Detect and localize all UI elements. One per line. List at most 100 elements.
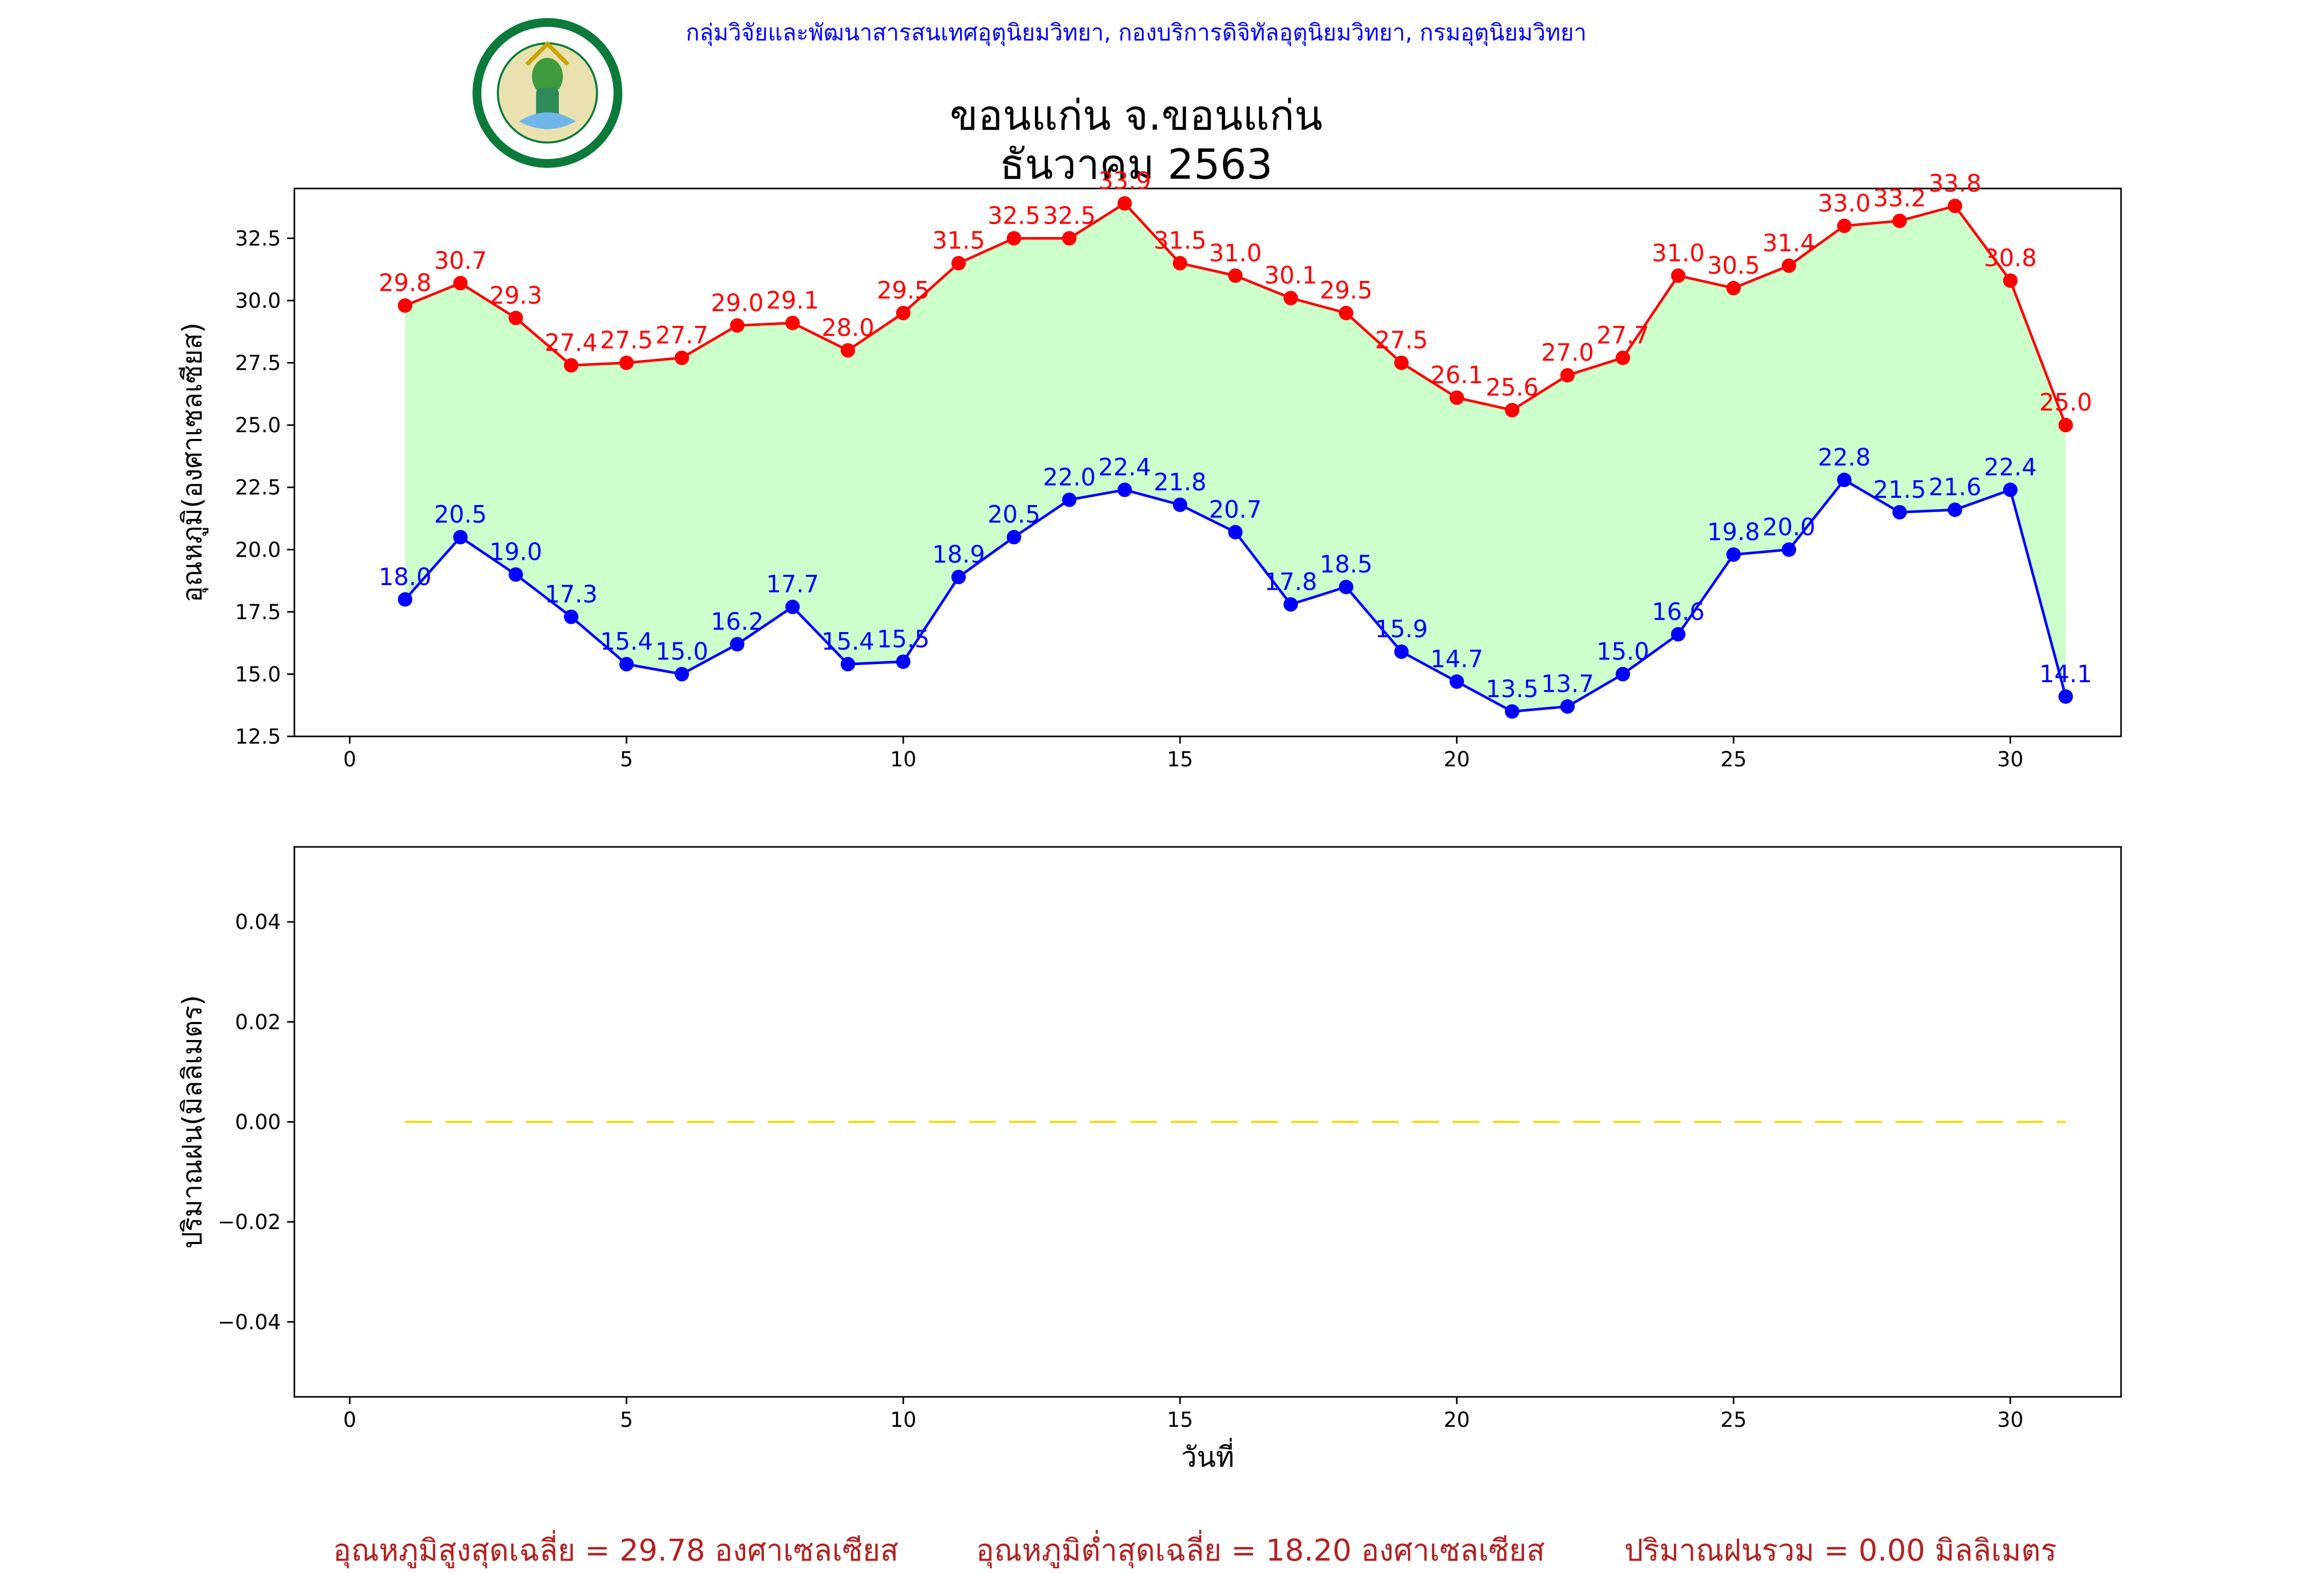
min-temp-data-label: 21.8: [1154, 468, 1206, 496]
min-temp-data-label: 18.5: [1320, 550, 1372, 578]
max-temp-data-label: 30.1: [1264, 261, 1317, 289]
max-temp-data-label: 27.5: [1375, 326, 1427, 354]
x-tick-label: 5: [620, 748, 633, 772]
max-temp-point: [785, 316, 800, 330]
min-temp-data-label: 18.0: [379, 563, 431, 591]
max-temp-data-label: 31.0: [1652, 239, 1704, 267]
y-tick-label: 0.02: [235, 1011, 281, 1034]
header-credit: กลุ่มวิจัยและพัฒนาสารสนเทศอุตุนิยมวิทยา,…: [685, 20, 1587, 46]
min-temp-data-label: 14.1: [2039, 660, 2092, 688]
max-temp-point: [1449, 390, 1464, 405]
min-temp-data-label: 20.7: [1209, 496, 1262, 524]
min-temp-point: [1172, 497, 1187, 512]
max-temp-data-label: 33.8: [1928, 169, 1981, 197]
max-temp-data-label: 32.5: [1043, 201, 1095, 229]
min-temp-data-label: 21.6: [1928, 473, 1981, 501]
min-temp-data-label: 15.9: [1375, 615, 1427, 643]
x-axis-label: วันที่: [1181, 1438, 1234, 1473]
max-temp-point: [951, 256, 966, 271]
max-temp-data-label: 27.7: [1596, 321, 1649, 349]
min-temp-point: [951, 570, 966, 585]
max-temp-point: [398, 298, 413, 313]
y-tick-label: 25.0: [235, 414, 281, 437]
min-temp-point: [896, 654, 910, 669]
min-temp-data-label: 22.4: [1984, 453, 2036, 481]
y-tick-label: 27.5: [235, 352, 281, 375]
max-temp-point: [674, 350, 689, 365]
max-temp-point: [1892, 213, 1907, 228]
max-temp-data-label: 31.5: [932, 227, 985, 255]
max-temp-point: [2003, 273, 2018, 288]
max-temp-data-label: 31.5: [1154, 227, 1206, 255]
min-temp-point: [398, 592, 413, 607]
min-temp-point: [785, 600, 800, 615]
max-temp-data-label: 33.9: [1098, 167, 1151, 195]
min-temp-data-label: 15.4: [600, 627, 653, 655]
y-tick-label: 17.5: [235, 601, 281, 624]
x-tick-label: 0: [343, 1408, 356, 1432]
min-temp-data-label: 13.5: [1486, 675, 1538, 703]
max-temp-point: [1560, 368, 1575, 383]
max-temp-data-label: 29.0: [711, 289, 763, 317]
min-temp-data-label: 16.6: [1652, 597, 1704, 625]
max-temp-point: [1726, 280, 1741, 295]
summary-rain-total: ปริมาณฝนรวม = 0.00 มิลลิเมตร: [1624, 1533, 2057, 1568]
max-temp-point: [1671, 268, 1686, 283]
min-temp-point: [1671, 627, 1686, 642]
max-temp-point: [1781, 258, 1796, 273]
min-temp-point: [1837, 473, 1852, 487]
max-temp-point: [1007, 231, 1022, 246]
max-temp-point: [2058, 418, 2073, 433]
y-tick-label: 30.0: [235, 289, 281, 313]
max-temp-point: [1948, 198, 1962, 213]
max-temp-data-label: 28.0: [822, 313, 874, 341]
min-temp-point: [563, 609, 578, 624]
min-temp-data-label: 17.8: [1264, 568, 1317, 595]
max-temp-data-label: 27.7: [655, 321, 708, 349]
max-temp-point: [1172, 256, 1187, 271]
min-temp-data-label: 17.3: [545, 580, 598, 608]
max-temp-data-label: 27.0: [1541, 339, 1594, 367]
min-temp-point: [2003, 482, 2018, 497]
min-temp-point: [1892, 505, 1907, 520]
min-temp-data-label: 20.5: [434, 500, 486, 528]
min-temp-point: [1339, 579, 1354, 594]
min-temp-point: [1781, 542, 1796, 557]
max-temp-point: [1615, 350, 1630, 365]
max-temp-data-label: 26.1: [1431, 361, 1483, 389]
y-tick-label: 15.0: [235, 663, 281, 686]
min-temp-point: [1948, 502, 1962, 517]
min-temp-point: [619, 657, 634, 672]
max-temp-point: [730, 318, 745, 333]
max-temp-data-label: 29.5: [1320, 276, 1372, 304]
max-temp-data-label: 29.5: [877, 276, 930, 304]
max-temp-data-label: 25.0: [2039, 388, 2092, 416]
max-temp-point: [619, 355, 634, 370]
x-tick-label: 25: [1720, 1408, 1747, 1432]
y-tick-label: 20.0: [235, 538, 281, 562]
max-temp-point: [1837, 218, 1852, 233]
y-tick-label: 0.04: [235, 910, 281, 934]
min-temp-data-label: 22.8: [1818, 443, 1871, 471]
max-temp-point: [1117, 196, 1132, 211]
chart-title-month: ธันวาคม 2563: [999, 140, 1273, 188]
max-temp-data-label: 29.8: [379, 269, 431, 297]
max-temp-point: [453, 276, 468, 291]
x-tick-label: 30: [1997, 1408, 2023, 1432]
max-temp-data-label: 25.6: [1486, 373, 1538, 401]
max-temp-data-label: 27.4: [545, 328, 598, 356]
max-temp-point: [563, 358, 578, 373]
x-tick-label: 10: [890, 1408, 917, 1432]
max-temp-data-label: 33.2: [1873, 184, 1926, 212]
min-temp-data-label: 19.0: [490, 538, 542, 566]
max-temp-data-label: 30.5: [1707, 251, 1760, 279]
min-temp-data-label: 20.5: [987, 500, 1040, 528]
max-temp-data-label: 33.0: [1818, 189, 1871, 217]
x-tick-label: 15: [1167, 1408, 1193, 1432]
max-temp-point: [1339, 306, 1354, 321]
min-temp-point: [1560, 699, 1575, 714]
y-tick-label: 32.5: [235, 227, 281, 250]
y-tick-label: −0.04: [217, 1311, 281, 1334]
max-temp-point: [840, 343, 855, 358]
